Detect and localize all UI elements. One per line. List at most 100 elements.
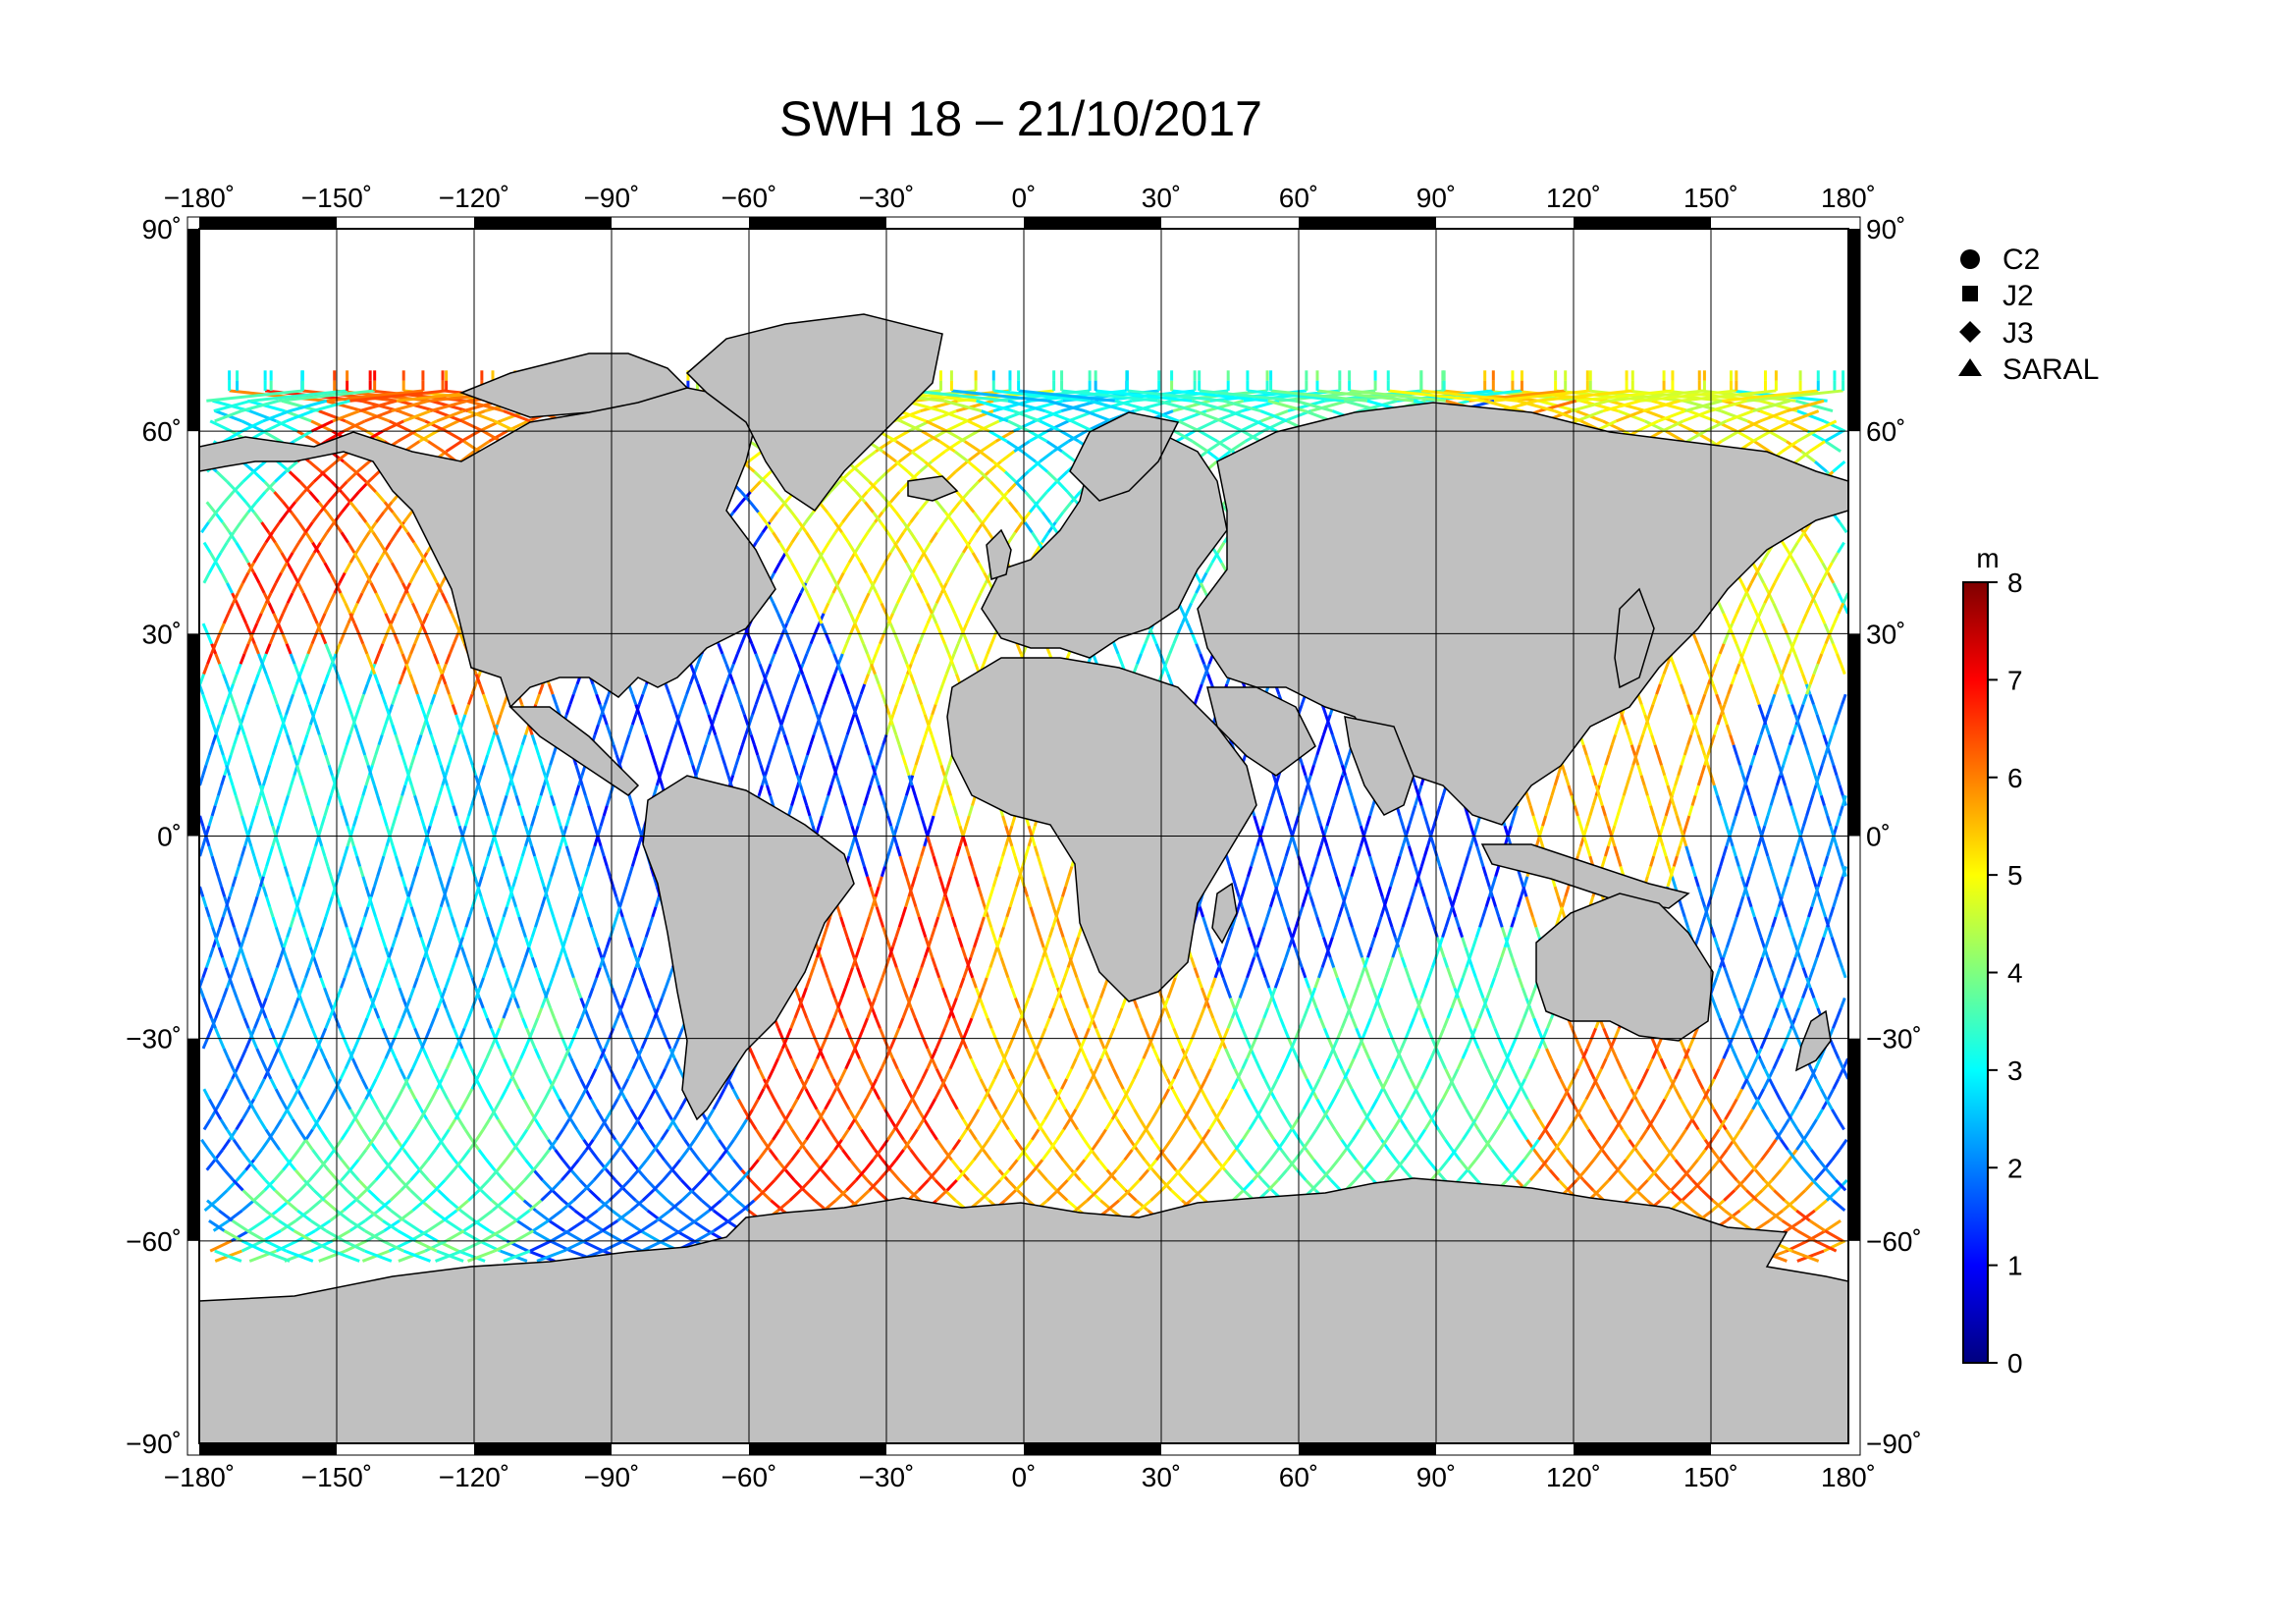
- track-segment: [599, 1199, 614, 1213]
- track-segment: [268, 754, 275, 766]
- track-segment: [561, 836, 568, 847]
- track-segment: [255, 886, 262, 897]
- track-segment: [581, 1239, 605, 1253]
- track-segment: [623, 987, 630, 999]
- track-segment: [216, 784, 223, 796]
- track-segment: [274, 836, 281, 847]
- track-segment: [373, 674, 380, 685]
- track-segment: [1813, 1199, 1828, 1213]
- track-segment: [478, 1209, 494, 1222]
- track-segment: [513, 977, 520, 989]
- track-segment: [234, 794, 240, 807]
- track-segment: [482, 754, 490, 766]
- track-segment: [372, 784, 379, 796]
- track-segment: [633, 815, 640, 827]
- track-segment: [531, 1229, 551, 1243]
- track-segment: [523, 1038, 531, 1050]
- track-segment: [312, 704, 319, 716]
- track-segment: [445, 1057, 454, 1070]
- track-segment: [308, 460, 323, 473]
- track-segment: [394, 977, 401, 989]
- track-segment: [715, 1178, 727, 1192]
- track-segment: [419, 815, 426, 827]
- track-segment: [773, 643, 780, 655]
- track-segment: [383, 501, 395, 514]
- track-segment: [556, 815, 562, 827]
- track-segment: [398, 409, 426, 423]
- track-segment: [454, 815, 461, 827]
- track-segment: [329, 571, 338, 584]
- track-segment: [415, 967, 423, 979]
- track-segment: [288, 967, 295, 979]
- track-segment: [574, 876, 581, 888]
- track-segment: [261, 775, 268, 786]
- track-segment: [478, 977, 485, 989]
- track-segment: [454, 622, 462, 634]
- track-segment: [405, 653, 412, 665]
- track-segment: [534, 1118, 543, 1131]
- track-segment: [404, 663, 412, 676]
- track-segment: [272, 1048, 280, 1059]
- track-segment: [627, 937, 634, 948]
- track-segment: [387, 714, 395, 726]
- track-segment: [1681, 1189, 1694, 1202]
- track-segment: [257, 653, 264, 665]
- track-segment: [1720, 409, 1748, 423]
- track-segment: [1804, 582, 1812, 594]
- track-segment: [400, 582, 409, 594]
- track-segment: [460, 947, 467, 958]
- track-segment: [485, 956, 493, 968]
- track-segment: [228, 531, 238, 544]
- track-segment: [420, 622, 428, 634]
- track-segment: [353, 724, 360, 735]
- track-segment: [358, 562, 367, 574]
- track-segment: [201, 1038, 209, 1050]
- track-segment: [1793, 653, 1801, 665]
- track-segment: [281, 399, 320, 412]
- track-segment: [307, 956, 314, 968]
- track-segment: [431, 592, 439, 605]
- track-segment: [380, 724, 388, 735]
- track-segment: [602, 855, 609, 867]
- track-segment: [204, 704, 212, 716]
- track-segment: [450, 744, 457, 756]
- track-segment: [279, 714, 286, 726]
- track-segment: [398, 916, 404, 928]
- track-segment: [630, 855, 637, 867]
- track-segment: [416, 926, 423, 939]
- track-segment: [467, 906, 474, 918]
- track-segment: [520, 733, 527, 746]
- track-segment: [201, 622, 209, 634]
- track-segment: [350, 602, 359, 615]
- track-segment: [549, 906, 556, 918]
- track-segment: [591, 977, 599, 989]
- track-segment: [489, 947, 496, 958]
- track-segment: [406, 886, 413, 897]
- track-segment: [249, 683, 256, 695]
- track-segment: [246, 399, 286, 412]
- track-segment: [268, 845, 275, 857]
- track-segment: [488, 1229, 508, 1243]
- track-segment: [499, 855, 506, 867]
- track-segment: [1762, 1078, 1771, 1090]
- track-segment: [527, 1249, 556, 1263]
- track-segment: [641, 977, 648, 989]
- track-segment: [1829, 906, 1836, 918]
- track-segment: [637, 693, 645, 705]
- track-segment: [293, 663, 300, 676]
- track-segment: [362, 977, 369, 989]
- track-segment: [649, 1017, 656, 1029]
- track-segment: [365, 674, 373, 685]
- track-segment: [445, 440, 462, 454]
- track-segment: [290, 775, 296, 786]
- track-segment: [311, 1048, 319, 1059]
- track-segment: [1786, 1218, 1803, 1232]
- track-segment: [555, 704, 561, 716]
- track-segment: [435, 794, 442, 807]
- track-segment: [506, 977, 513, 989]
- track-segment: [369, 997, 377, 1009]
- track-segment: [298, 916, 305, 928]
- track-segment: [424, 419, 448, 433]
- track-segment: [376, 794, 383, 807]
- track-segment: [245, 693, 253, 705]
